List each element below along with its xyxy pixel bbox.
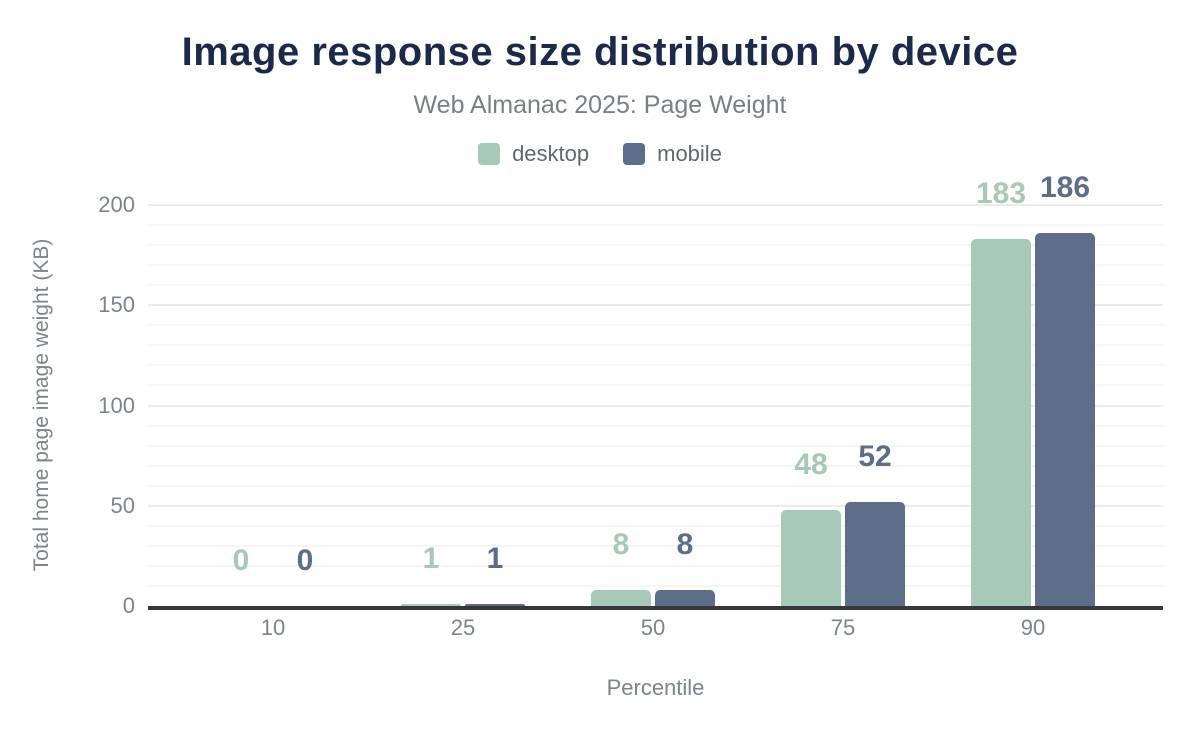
category-slot-p75: 48 52 bbox=[748, 205, 938, 606]
bar-mobile-p25[interactable]: 1 bbox=[465, 544, 525, 606]
bar-pair: 183 186 bbox=[938, 173, 1128, 606]
gridline bbox=[148, 564, 1163, 567]
gridline bbox=[148, 204, 1163, 206]
plot-area: 0 0 1 1 8 8 48 52 183 186 bbox=[148, 173, 1163, 610]
y-tick-label: 150 bbox=[98, 292, 135, 318]
bar-desktop-p50[interactable]: 8 bbox=[591, 530, 651, 606]
gridline bbox=[148, 424, 1163, 427]
gridline bbox=[148, 444, 1163, 447]
y-tick-label: 100 bbox=[98, 392, 135, 418]
gridline bbox=[148, 344, 1163, 347]
x-tick-label: 75 bbox=[830, 615, 856, 640]
bar-value-label: 0 bbox=[232, 544, 250, 577]
x-axis-line bbox=[148, 606, 1163, 610]
x-axis-tick-labels: 10 25 50 75 90 bbox=[178, 615, 1128, 641]
gridline bbox=[148, 404, 1163, 407]
bar-value-label: 0 bbox=[296, 544, 314, 577]
bar-desktop-p75[interactable]: 48 bbox=[781, 450, 841, 606]
x-tick-label: 50 bbox=[640, 615, 666, 640]
bar-value-label: 8 bbox=[612, 528, 630, 561]
y-axis-title: Total home page image weight (KB) bbox=[30, 238, 53, 572]
x-tick-label: 25 bbox=[450, 615, 476, 640]
x-tick-label: 10 bbox=[260, 615, 286, 640]
gridline bbox=[148, 484, 1163, 487]
bar-value-label: 1 bbox=[422, 542, 440, 575]
mobile-swatch-icon bbox=[623, 143, 646, 165]
legend-item-desktop[interactable]: desktop bbox=[478, 141, 589, 167]
category-slot-p90: 183 186 bbox=[938, 173, 1128, 606]
gridline bbox=[148, 284, 1163, 287]
x-axis-title: Percentile bbox=[606, 675, 705, 700]
x-tick-label: 90 bbox=[1020, 615, 1046, 640]
bar-mobile-p50[interactable]: 8 bbox=[655, 530, 715, 606]
legend: desktop mobile bbox=[0, 141, 1200, 167]
bar-value-label: 8 bbox=[676, 528, 694, 561]
bar-value-label: 48 bbox=[794, 448, 828, 481]
bar-value-label: 1 bbox=[486, 542, 504, 575]
gridline bbox=[148, 464, 1163, 467]
bar-value-label: 52 bbox=[858, 440, 892, 473]
desktop-swatch-icon bbox=[478, 143, 501, 165]
gridline bbox=[148, 384, 1163, 387]
gridline bbox=[148, 244, 1163, 247]
bar-pair: 48 52 bbox=[748, 205, 938, 606]
y-tick-label: 200 bbox=[98, 192, 135, 217]
bar-value-label: 186 bbox=[1039, 171, 1091, 204]
chart-title: Image response size distribution by devi… bbox=[181, 30, 1019, 74]
gridline bbox=[148, 544, 1163, 547]
gridline bbox=[148, 324, 1163, 327]
category-band: 0 0 1 1 8 8 48 52 183 186 bbox=[178, 173, 1128, 606]
y-axis-tick-labels: 0 50 100 150 200 bbox=[0, 192, 135, 618]
bar-desktop-p25[interactable]: 1 bbox=[401, 544, 461, 606]
bar-value-label: 183 bbox=[975, 177, 1027, 210]
gridline bbox=[148, 504, 1163, 507]
legend-label-mobile: mobile bbox=[657, 141, 722, 166]
gridline bbox=[148, 224, 1163, 227]
gridline bbox=[148, 524, 1163, 527]
y-tick-label: 50 bbox=[110, 492, 135, 518]
gridline bbox=[148, 264, 1163, 267]
bar-mobile-p75[interactable]: 52 bbox=[845, 442, 905, 606]
bar-desktop-p90[interactable]: 183 bbox=[971, 179, 1031, 606]
chart-subtitle: Web Almanac 2025: Page Weight bbox=[413, 91, 787, 119]
gridline bbox=[148, 364, 1163, 367]
legend-label-desktop: desktop bbox=[512, 141, 590, 166]
legend-item-mobile[interactable]: mobile bbox=[623, 141, 722, 167]
gridline bbox=[148, 584, 1163, 587]
y-tick-label: 0 bbox=[122, 593, 135, 618]
gridline bbox=[148, 304, 1163, 307]
bar-mobile-p90[interactable]: 186 bbox=[1035, 173, 1095, 606]
